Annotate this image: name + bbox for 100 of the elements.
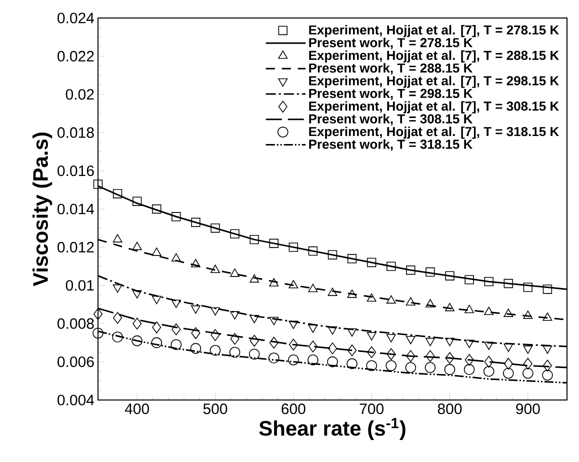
point bbox=[406, 336, 416, 344]
point bbox=[348, 344, 357, 356]
point bbox=[445, 271, 454, 280]
point bbox=[132, 335, 142, 346]
point bbox=[405, 362, 416, 373]
point bbox=[269, 316, 279, 326]
point bbox=[367, 346, 376, 358]
point bbox=[484, 306, 494, 316]
point bbox=[464, 364, 475, 375]
point bbox=[504, 358, 513, 370]
point bbox=[210, 329, 220, 341]
point bbox=[210, 344, 221, 356]
point bbox=[483, 366, 494, 377]
legend-label: Present work, T = 298.15 K bbox=[309, 88, 473, 100]
point bbox=[542, 346, 552, 354]
point bbox=[230, 311, 240, 320]
point bbox=[504, 278, 513, 288]
x-tick-label: 900 bbox=[516, 404, 540, 414]
legend-label: Experiment, Hojjat et al. [7], T = 298.15 K bbox=[309, 76, 559, 88]
point bbox=[484, 356, 494, 368]
point bbox=[113, 312, 122, 324]
point bbox=[347, 328, 357, 337]
point bbox=[366, 332, 376, 340]
point bbox=[288, 338, 298, 351]
point bbox=[426, 267, 435, 277]
point bbox=[464, 304, 474, 314]
y-tick-label: 0.01 bbox=[66, 280, 94, 291]
point bbox=[542, 312, 552, 321]
point bbox=[542, 370, 553, 381]
point bbox=[170, 339, 182, 350]
y-tick-label: 0.004 bbox=[58, 394, 94, 406]
point bbox=[522, 368, 534, 379]
x-tick-label: 600 bbox=[282, 404, 306, 414]
point bbox=[347, 254, 357, 264]
point bbox=[424, 362, 436, 373]
point bbox=[523, 310, 533, 319]
point bbox=[250, 314, 260, 324]
y-tick-label: 0.016 bbox=[58, 165, 94, 176]
point bbox=[308, 284, 318, 292]
point bbox=[152, 248, 162, 256]
point bbox=[445, 352, 454, 364]
legend-label: Present work, T = 288.15 K bbox=[309, 63, 473, 75]
point bbox=[269, 238, 278, 248]
point bbox=[151, 337, 162, 348]
x-tick-label: 800 bbox=[438, 404, 462, 414]
point bbox=[190, 343, 202, 354]
point bbox=[426, 350, 435, 362]
point bbox=[210, 264, 220, 274]
point bbox=[366, 293, 376, 302]
point bbox=[230, 229, 240, 238]
point bbox=[464, 275, 474, 284]
point bbox=[268, 352, 280, 364]
point bbox=[484, 342, 494, 350]
point bbox=[327, 356, 338, 368]
point bbox=[308, 354, 318, 366]
point bbox=[386, 334, 396, 342]
legend-label: Present work, T = 318.15 K bbox=[309, 139, 473, 151]
point bbox=[464, 354, 474, 366]
point bbox=[230, 268, 240, 277]
point bbox=[250, 274, 260, 283]
point bbox=[386, 262, 396, 271]
point bbox=[210, 307, 220, 316]
point bbox=[444, 364, 456, 375]
point bbox=[328, 342, 338, 354]
point bbox=[445, 338, 454, 346]
point bbox=[112, 284, 122, 293]
y-tick-label: 0.014 bbox=[58, 204, 94, 214]
point bbox=[172, 212, 181, 222]
legend-label: Experiment, Hojjat et al. [7], T = 278.15 K bbox=[309, 25, 559, 38]
point bbox=[484, 276, 494, 286]
point bbox=[172, 323, 181, 336]
point bbox=[288, 320, 298, 329]
point bbox=[464, 340, 474, 348]
y-tick-label: 0.012 bbox=[58, 242, 94, 253]
legend-label: Experiment, Hojjat et al. [7], T = 288.15 K bbox=[309, 50, 559, 63]
point bbox=[112, 332, 123, 342]
y-tick-label: 0.024 bbox=[58, 12, 94, 24]
point bbox=[93, 180, 103, 189]
y-tick-label: 0.02 bbox=[66, 89, 94, 100]
point bbox=[347, 290, 357, 298]
point bbox=[328, 288, 338, 296]
point bbox=[190, 258, 200, 268]
point bbox=[386, 295, 396, 304]
point bbox=[171, 253, 181, 262]
y-tick-label: 0.008 bbox=[58, 318, 94, 329]
y-tick-label: 0.018 bbox=[58, 127, 94, 138]
point bbox=[386, 348, 396, 360]
point bbox=[425, 299, 435, 308]
x-tick-label: 400 bbox=[124, 404, 149, 414]
point bbox=[132, 318, 142, 330]
point bbox=[132, 290, 142, 298]
legend-label: Present work, T = 308.15 K bbox=[309, 114, 473, 126]
point bbox=[230, 332, 240, 345]
point bbox=[386, 360, 397, 372]
point bbox=[346, 358, 358, 370]
point bbox=[523, 358, 532, 370]
legend-label: Present work, T = 278.15 K bbox=[309, 38, 473, 50]
point bbox=[132, 196, 142, 206]
point bbox=[308, 324, 318, 333]
y-axis-title: Viscosity (Pa.s) bbox=[32, 132, 52, 286]
